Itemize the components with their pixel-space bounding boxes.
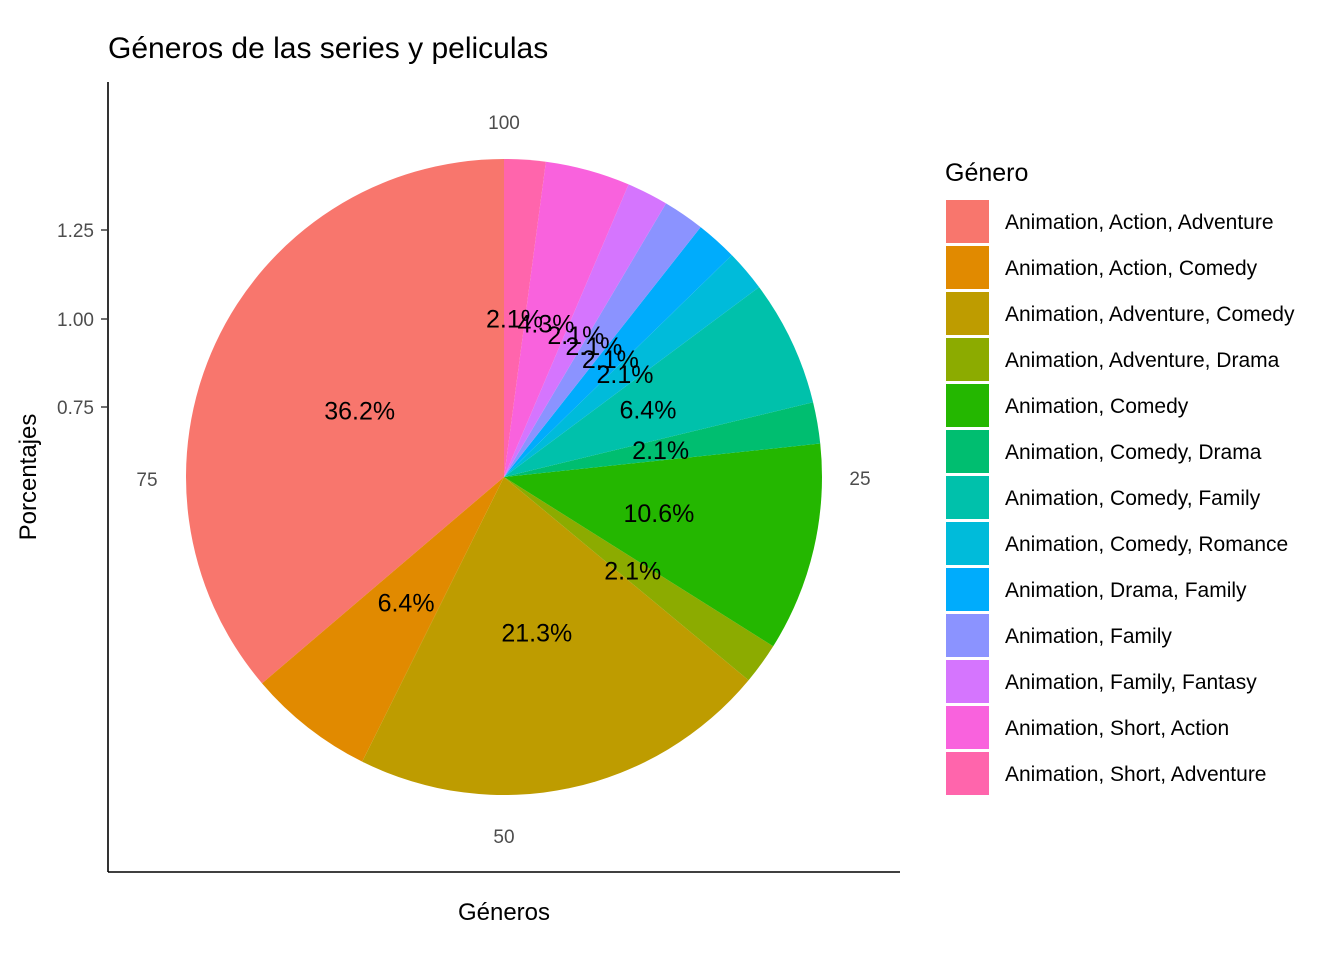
legend-swatch [946, 568, 989, 611]
slice-label: 2.1% [565, 333, 622, 361]
y-tick-1.25: 1.25 [57, 221, 108, 242]
legend-label: Animation, Drama, Family [1005, 579, 1247, 602]
legend-swatch [946, 752, 989, 795]
legend-swatch [946, 476, 989, 519]
legend-label: Animation, Short, Action [1005, 717, 1229, 740]
pie-slice [362, 477, 749, 795]
y-tick-0.75: 0.75 [57, 398, 108, 419]
legend-swatch [946, 384, 989, 427]
legend-swatch [946, 660, 989, 703]
slice-label: 21.3% [501, 620, 572, 648]
legend-swatch [946, 706, 989, 749]
theta-tick-label-25: 25 [849, 469, 870, 490]
legend-label: Animation, Comedy, Family [1005, 487, 1261, 510]
legend: Animation, Action, Adventure Animation, A… [946, 200, 1295, 795]
slice-label: 10.6% [623, 500, 694, 528]
pie-slices [186, 159, 823, 795]
pie-slice [504, 477, 774, 681]
slice-label: 2.1% [582, 346, 639, 374]
theta-tick-label-75: 75 [136, 470, 157, 491]
legend-swatch [946, 430, 989, 473]
pie-slice [504, 402, 821, 477]
legend-swatch [946, 338, 989, 381]
legend-label: Animation, Comedy, Drama [1005, 441, 1262, 464]
y-axis-title: Porcentajes [15, 414, 42, 541]
legend-swatch [946, 614, 989, 657]
x-axis-title: Géneros [458, 899, 550, 926]
y-tick-1.00: 1.00 [57, 310, 108, 331]
slice-label: 2.1% [547, 322, 604, 350]
slice-label: 2.1% [486, 305, 543, 333]
slice-label: 6.4% [619, 396, 676, 424]
legend-swatch [946, 292, 989, 335]
slice-label: 4.3% [518, 311, 575, 339]
legend-swatch [946, 246, 989, 289]
pie-slice [504, 203, 701, 478]
legend-swatch [946, 200, 989, 243]
pie-slice [504, 287, 814, 477]
legend-label: Animation, Short, Adventure [1005, 763, 1267, 786]
chart-title: Géneros de las series y peliculas [108, 32, 548, 65]
pie-slice [504, 159, 546, 477]
legend-label: Animation, Action, Adventure [1005, 211, 1274, 234]
slice-label: 2.1% [597, 361, 654, 389]
y-tick-label: 0.75 [57, 398, 94, 419]
legend-label: Animation, Family, Fantasy [1005, 671, 1257, 694]
y-tick-label: 1.00 [57, 310, 94, 331]
slice-label: 6.4% [378, 589, 435, 617]
theta-tick-label-50: 50 [493, 827, 514, 848]
pie-slice [186, 159, 504, 684]
slice-label: 2.1% [604, 557, 661, 585]
legend-label: Animation, Comedy, Romance [1005, 533, 1288, 556]
pie-slice [504, 227, 732, 477]
legend-label: Animation, Adventure, Drama [1005, 349, 1280, 372]
slice-label: 2.1% [632, 437, 689, 465]
pie-slice [504, 255, 760, 477]
legend-label: Animation, Action, Comedy [1005, 257, 1258, 280]
legend-swatch [946, 522, 989, 565]
pie-slice [504, 184, 667, 478]
legend-title: Género [945, 159, 1028, 187]
pie-slice-labels: 36.2%6.4%21.3%2.1%10.6%2.1%6.4%2.1%2.1%2… [324, 305, 694, 647]
legend-label: Animation, Adventure, Comedy [1005, 303, 1295, 326]
theta-tick-label-100: 100 [488, 113, 520, 134]
slice-label: 36.2% [324, 397, 395, 425]
legend-label: Animation, Comedy [1005, 395, 1189, 418]
y-tick-label: 1.25 [57, 221, 94, 242]
legend-label: Animation, Family [1005, 625, 1172, 648]
pie-slice [504, 443, 823, 647]
pie-slice [504, 161, 629, 477]
pie-slice [262, 477, 504, 762]
